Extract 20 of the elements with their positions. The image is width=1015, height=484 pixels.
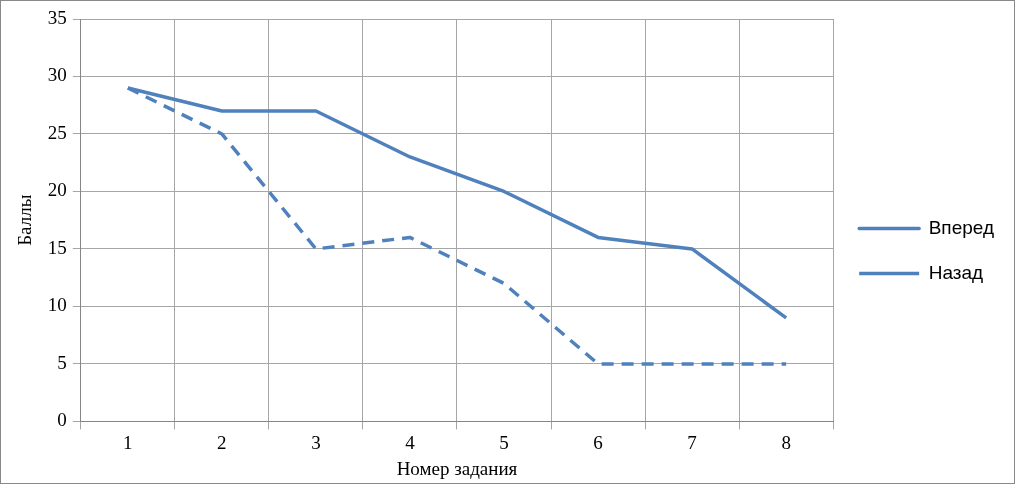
x-tick-label: 8 <box>781 431 791 453</box>
y-tick-label: 10 <box>47 294 67 316</box>
y-axis-title: Баллы <box>14 194 36 246</box>
x-tick-label: 4 <box>405 431 416 453</box>
x-tick-label: 3 <box>311 431 321 453</box>
x-tick-label: 2 <box>217 431 227 453</box>
x-tick-label: 7 <box>687 431 697 453</box>
legend-label: Назад <box>928 261 984 283</box>
y-tick-label: 30 <box>47 64 67 86</box>
legend-label: Вперед <box>928 216 995 238</box>
x-tick-label: 5 <box>499 431 509 453</box>
y-tick-label: 25 <box>47 121 67 143</box>
x-axis-title: Номер задания <box>396 457 518 479</box>
y-tick-label: 20 <box>47 179 67 201</box>
y-tick-label: 35 <box>47 6 67 28</box>
y-tick-label: 15 <box>47 236 67 258</box>
x-tick-label: 6 <box>593 431 603 453</box>
x-tick-label: 1 <box>123 431 133 453</box>
y-tick-label: 5 <box>57 351 67 373</box>
y-tick-label: 0 <box>57 409 67 431</box>
